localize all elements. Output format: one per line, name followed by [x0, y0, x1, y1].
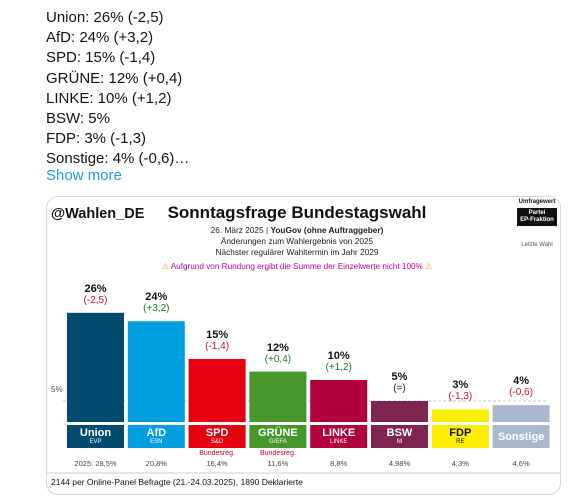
tweet-line: BSW: 5%	[46, 110, 110, 128]
bar-change-label: (-0,6)	[509, 387, 534, 399]
tweet-line: AfD: 24% (+3,2)	[46, 29, 154, 47]
bundesregierung-label: Bundesreg.	[259, 450, 296, 457]
ep-fraction: S&D	[210, 439, 224, 445]
bar-spd	[188, 359, 246, 422]
ep-fraction: RE	[456, 439, 465, 445]
ep-fraction: ESN	[150, 439, 163, 445]
legend-ep-fraktion: EP-Fraktion	[520, 217, 554, 223]
bar-value-label: 10%	[327, 350, 350, 362]
party-name: BSW	[386, 427, 413, 439]
bar-change-label: (+3,2)	[143, 303, 170, 315]
party-label-box	[127, 425, 185, 448]
party-label: FDP RE	[432, 427, 489, 446]
party-label: Sonstige	[493, 431, 550, 443]
previous-result-label: 4,98%	[388, 459, 411, 468]
bar-grüne	[249, 371, 307, 422]
bar-bsw	[371, 401, 428, 422]
tweet-line: GRÜNE: 12% (+0,4)	[46, 69, 183, 87]
ep-fraction: G/EFA	[269, 439, 287, 445]
party-label-box	[431, 425, 489, 448]
bar-value-label: 3%	[452, 379, 469, 392]
tweet-line: FDP: 3% (-1,3)	[46, 130, 147, 148]
party-label-box	[188, 425, 246, 448]
chart-title: Sonntagsfrage Bundestagswahl	[167, 203, 427, 222]
ep-fraction: LINKE	[330, 439, 348, 445]
bar-change-label: (-1,3)	[448, 391, 473, 403]
bar-value-label: 26%	[84, 282, 107, 295]
chart-date: 26. März 2025 |	[210, 225, 271, 235]
party-label: AfD ESN	[128, 427, 185, 446]
tweet-text: Union: 26% (-2,5) AfD: 24% (+3,2) SPD: 1…	[46, 8, 566, 170]
rounding-warning: ⚠ Aufgrund von Rundung ergibt die Summe …	[107, 261, 487, 271]
bar-change-label: (+1,2)	[325, 362, 352, 373]
party-name: AfD	[146, 427, 167, 439]
tweet-line: LINKE: 10% (+1,2)	[46, 89, 172, 107]
legend-partei-box: Partei EP-Fraktion	[517, 208, 557, 226]
bar-union	[67, 312, 124, 422]
warning-icon: ⚠	[425, 262, 433, 271]
chart-subtitle-2: Nächster regulärer Wahltermin im Jahr 20…	[215, 247, 379, 257]
warning-text: Aufgrund von Rundung ergibt die Summe de…	[170, 262, 423, 271]
party-label: GRÜNE G/EFA	[249, 427, 306, 446]
party-label: SPD S&D	[189, 427, 246, 446]
bar-sonstige	[492, 405, 550, 422]
bar-change-label: (=)	[393, 383, 406, 394]
legend-partei: Partei	[528, 210, 546, 216]
bundesregierung-label: Bundesreg.	[199, 450, 235, 457]
party-label-box	[492, 425, 550, 448]
previous-result-label: 4,3%	[451, 459, 469, 468]
bar-value-label: 5%	[391, 371, 408, 383]
tweet-line: SPD: 15% (-1,4)	[46, 49, 156, 67]
party-name: LINKE	[322, 427, 356, 439]
ep-fraction: EVP	[89, 439, 102, 445]
party-name: Sonstige	[497, 431, 545, 443]
party-name: Union	[79, 427, 112, 439]
previous-result-label: 8,8%	[330, 459, 348, 468]
bar-afd	[127, 321, 185, 422]
party-name: SPD	[205, 427, 229, 439]
party-label-box	[371, 425, 428, 448]
bar-value-label: 4%	[513, 375, 530, 388]
bar-value-label: 12%	[266, 341, 289, 354]
previous-result-label: 4,6%	[512, 459, 530, 468]
party-label: Union EVP	[67, 427, 124, 446]
chart-canvas	[47, 312, 560, 474]
party-label-box	[310, 425, 368, 448]
chart-institute: YouGov (ohne Auftraggeber)	[270, 225, 384, 235]
party-label: BSW NI	[371, 427, 428, 446]
chart-footer: 2144 per Online-Panel Befragte (21.-24.0…	[51, 477, 303, 487]
legend-letzte-wahl: Letzte Wahl	[521, 242, 553, 248]
tweet-line: Sonstige: 4% (-0,6)…	[46, 150, 190, 168]
bar-change-label: (-1,4)	[205, 341, 230, 352]
warning-icon: ⚠	[161, 262, 169, 271]
previous-result-label: 11,6%	[267, 459, 289, 468]
ep-fraction: NI	[396, 439, 403, 445]
party-name: FDP	[449, 427, 472, 439]
tweet-line: Union: 26% (-2,5)	[46, 9, 164, 26]
legend-umfragewert: Umfragewert	[518, 199, 556, 205]
bar-change-label: (-2,5)	[83, 294, 108, 306]
bar-linke	[310, 380, 368, 422]
bar-value-label: 24%	[145, 291, 168, 304]
party-name: GRÜNE	[258, 427, 298, 439]
tweet-image-card[interactable]: @Wahlen_DE Sonntagsfrage Bundestagswahl …	[46, 196, 561, 495]
bar-change-label: (+0,4)	[264, 353, 292, 365]
party-label: LINKE LINKE	[310, 427, 367, 446]
previous-result-label: 2025: 28,5%	[74, 459, 117, 468]
bar-fdp	[431, 409, 489, 422]
previous-result-label: 20,8%	[145, 459, 167, 468]
chart-subtitle-1: Änderungen zum Wahlergebnis von 2025	[220, 236, 374, 246]
chart-handle: @Wahlen_DE	[51, 206, 145, 222]
previous-result-label: 16,4%	[206, 459, 228, 468]
threshold-label: 5%	[51, 385, 63, 394]
party-label-box	[249, 425, 307, 448]
show-more-link[interactable]: Show more	[46, 167, 122, 184]
bar-value-label: 15%	[206, 329, 229, 341]
legend-key: Umfragewert Partei EP-Fraktion Letzte Wa…	[517, 199, 557, 249]
party-label-box	[67, 425, 124, 448]
chart-date-line: 26. März 2025 | YouGov (ohne Auftraggebe…	[137, 225, 457, 235]
